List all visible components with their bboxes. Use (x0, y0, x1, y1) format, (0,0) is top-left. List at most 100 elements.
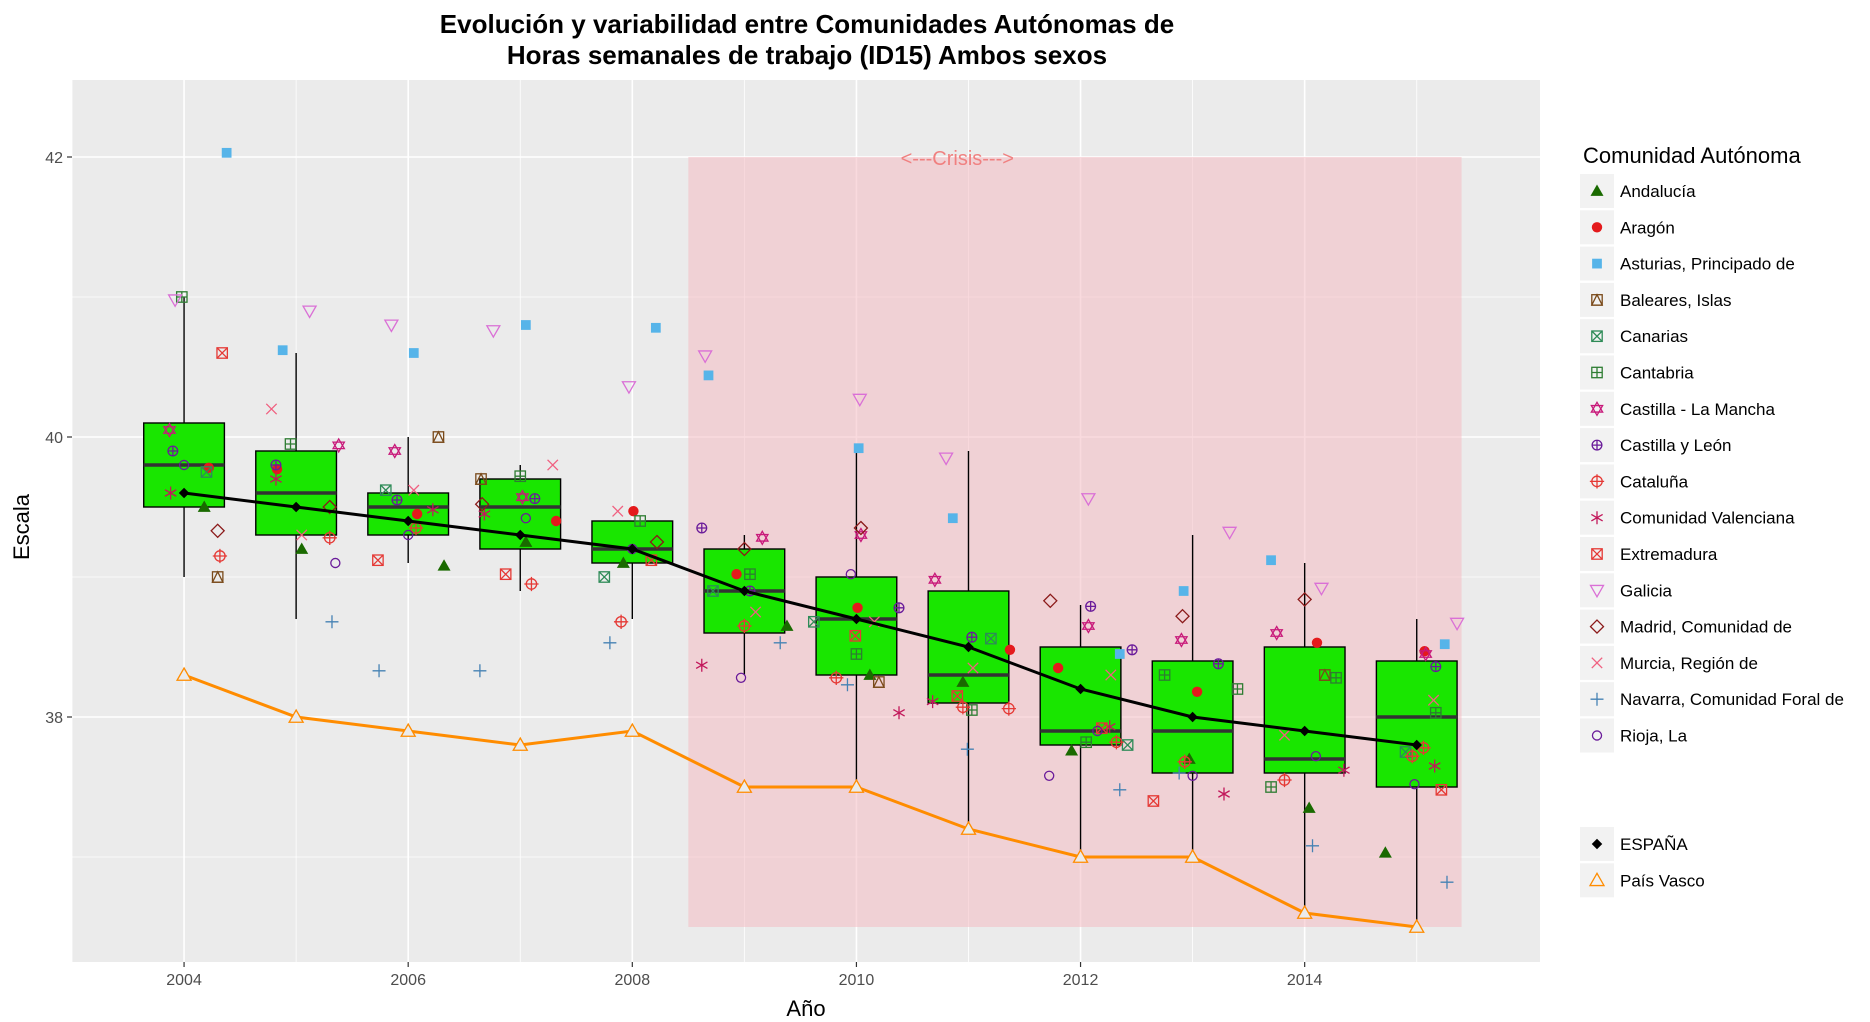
data-point (212, 548, 228, 564)
data-point (1085, 600, 1097, 612)
data-point (520, 320, 531, 330)
data-point (284, 438, 297, 450)
data-point (178, 459, 190, 471)
chart-subtitle: Horas semanales de trabajo (ID15) Ambos … (507, 40, 1107, 70)
data-point (1330, 671, 1342, 684)
data-point (474, 472, 488, 485)
region-series-extremadura (216, 347, 1448, 807)
legend-key-cataluna (1589, 474, 1605, 489)
data-point (628, 506, 639, 517)
data-point (926, 695, 939, 709)
legend-key-extremadura (1591, 548, 1603, 560)
data-point (1278, 729, 1291, 741)
data-point (402, 515, 414, 527)
data-point (928, 572, 942, 588)
x-tick-label: 2010 (839, 972, 875, 989)
data-point (1114, 649, 1125, 659)
data-point (851, 613, 862, 625)
data-point (499, 568, 512, 581)
data-point (736, 778, 753, 793)
data-point (938, 452, 954, 466)
legend: Comunidad Autónoma Andalucía Aragón Asturi… (1580, 143, 1844, 898)
legend-key-bg (1580, 282, 1614, 317)
legend-label-castilla-la-mancha: Castilla - La Mancha (1620, 400, 1776, 419)
data-point (1299, 725, 1310, 737)
data-point (547, 459, 559, 471)
series-espana (178, 487, 1422, 751)
x-tick-label: 2006 (390, 972, 426, 989)
data-point (1311, 637, 1323, 648)
legend-label-navarra-comunidad-foral-de: Navarra, Comunidad Foral de (1620, 690, 1844, 709)
region-series-aragon (203, 462, 1430, 697)
data-point (853, 520, 869, 536)
legend-label-baleares-islas: Baleares, Islas (1620, 291, 1732, 310)
data-point (330, 557, 341, 569)
data-point (175, 666, 193, 681)
data-point (1042, 593, 1058, 609)
data-point (807, 615, 820, 628)
data-point (524, 576, 539, 592)
y-axis-title: Escala (9, 493, 34, 560)
data-point (1218, 787, 1230, 801)
data-point (1449, 617, 1465, 632)
data-point (893, 602, 905, 614)
data-point (1440, 875, 1454, 889)
data-point (550, 515, 562, 527)
data-point (845, 569, 857, 580)
data-point (295, 542, 309, 554)
data-point (850, 648, 863, 660)
legend-label-castilla-y-leon: Castilla y León (1620, 436, 1732, 455)
data-point (221, 147, 232, 158)
region-points (162, 147, 1465, 889)
data-point (1004, 644, 1016, 655)
data-point (411, 508, 423, 520)
x-axis-title: Año (786, 996, 825, 1021)
legend-key-rioja-la (1591, 730, 1603, 741)
data-point (164, 486, 177, 500)
data-point (872, 675, 886, 688)
data-point (1296, 904, 1313, 919)
legend-key-bg (1580, 573, 1614, 608)
data-point (624, 722, 641, 737)
data-point (485, 325, 501, 339)
data-point (1109, 735, 1124, 750)
data-point (1427, 694, 1440, 706)
data-point (1092, 725, 1103, 737)
legend-key-galicia (1589, 584, 1605, 599)
data-point (269, 472, 282, 486)
data-point (967, 662, 979, 674)
legend-label-galicia: Galicia (1620, 581, 1673, 600)
data-point (649, 534, 665, 550)
data-point (1231, 683, 1244, 695)
legend-key-andalucia (1590, 184, 1604, 196)
data-point (840, 678, 854, 692)
series-line (183, 491, 1417, 747)
data-point (1408, 918, 1425, 933)
data-point (1409, 779, 1420, 790)
box-2006 (367, 437, 450, 563)
legend-key-murcia-region-de (1591, 657, 1603, 669)
region-series-canarias (200, 466, 1412, 758)
data-point (1313, 582, 1330, 597)
data-point (1418, 646, 1433, 662)
data-point (387, 443, 402, 459)
data-point (1266, 555, 1276, 566)
data-point (474, 496, 490, 512)
data-point (288, 708, 305, 723)
data-point (322, 499, 338, 515)
data-point (849, 629, 862, 642)
data-point (1043, 770, 1055, 781)
data-point (473, 664, 487, 678)
box-body (1375, 660, 1458, 788)
data-point (1191, 686, 1203, 697)
data-point (512, 736, 529, 751)
data-point (1378, 846, 1392, 858)
data-point (270, 459, 282, 471)
data-point (1439, 639, 1450, 650)
data-point (1174, 632, 1189, 648)
data-point (1310, 751, 1322, 762)
data-point (966, 631, 978, 643)
data-point (1172, 766, 1186, 780)
data-point (301, 305, 318, 319)
